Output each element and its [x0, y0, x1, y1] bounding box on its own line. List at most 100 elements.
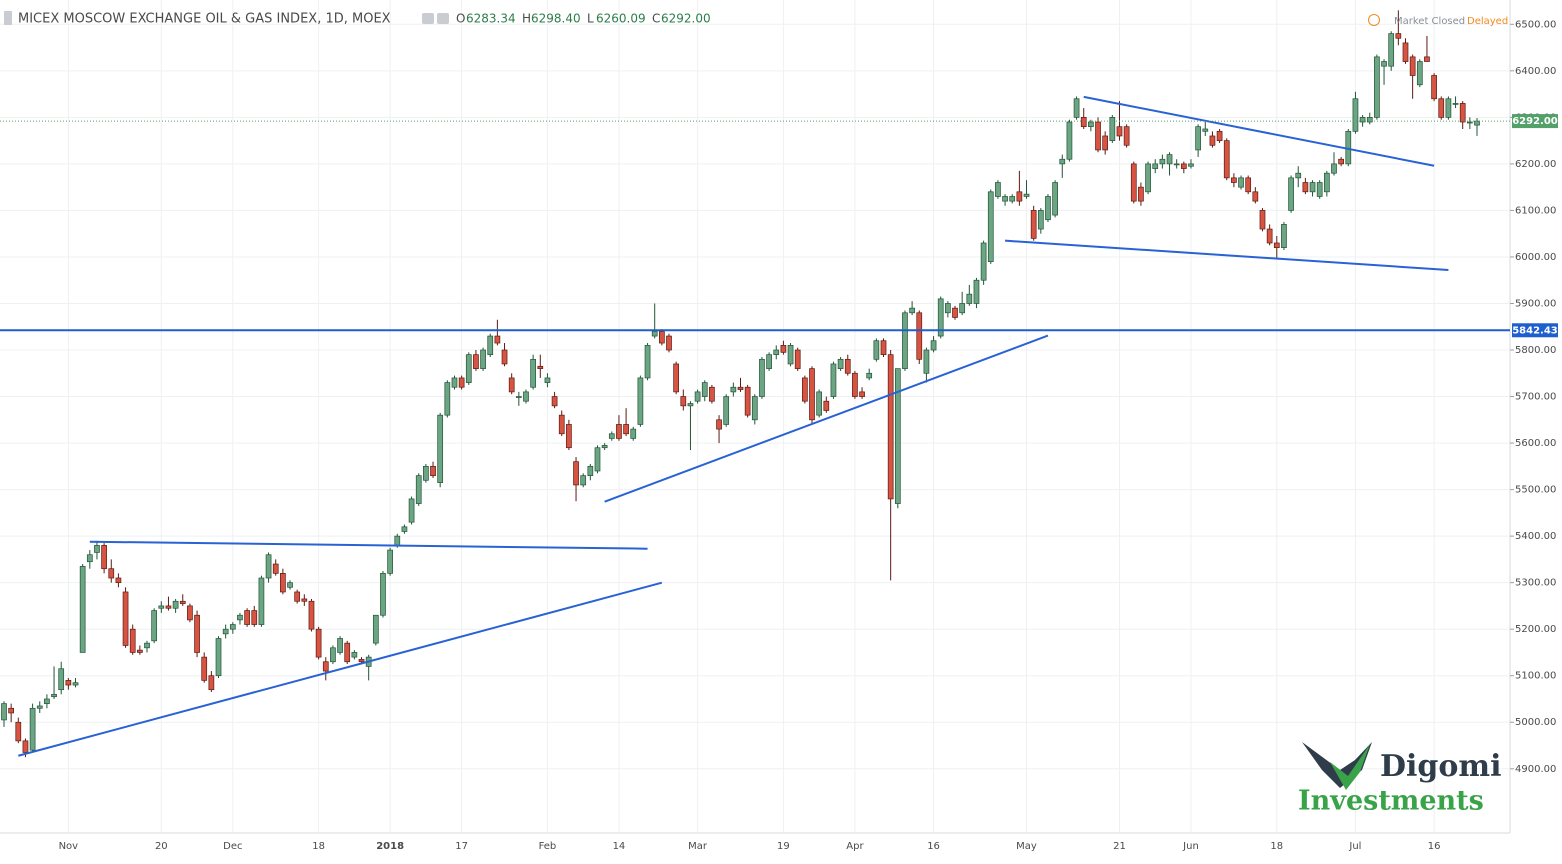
- candle-body: [108, 568, 115, 579]
- candle-body: [773, 349, 780, 356]
- price-level-label: 6292.00: [1512, 116, 1558, 127]
- candle-body: [608, 433, 615, 439]
- logo-text-top: Digomi: [1380, 749, 1502, 784]
- candle-body: [1102, 135, 1109, 151]
- candle-body: [859, 391, 865, 397]
- y-tick-label: 5300.00: [1515, 578, 1556, 589]
- feed-status: Delayed: [1467, 16, 1508, 27]
- candle-body: [79, 566, 86, 653]
- candle-body: [358, 659, 365, 663]
- symbol-icon: [4, 11, 12, 25]
- y-tick-label: 5400.00: [1515, 531, 1556, 542]
- drawings: 5842.43 6292.00: [0, 95, 1558, 757]
- candle-body: [473, 354, 479, 369]
- candle-body: [222, 628, 229, 635]
- candle-body: [823, 400, 830, 411]
- candle-body: [1252, 191, 1259, 202]
- y-tick-label: 5900.00: [1515, 298, 1556, 309]
- eye-icon: [422, 13, 434, 24]
- header: MICEX MOSCOW EXCHANGE OIL & GAS INDEX, 1…: [4, 11, 1508, 27]
- candle-body: [802, 377, 808, 402]
- candle-body: [301, 598, 308, 602]
- candle-body: [1159, 158, 1166, 165]
- candle-body: [894, 368, 901, 504]
- candle-body: [22, 740, 29, 753]
- open-key: O: [456, 12, 465, 26]
- candle-body: [86, 554, 93, 563]
- candle-body: [165, 605, 172, 609]
- candle-body: [566, 424, 572, 449]
- y-tick-label: 6000.00: [1515, 252, 1556, 263]
- candle-body: [1002, 196, 1008, 202]
- candle-body: [723, 396, 730, 425]
- candle-body: [1166, 154, 1173, 165]
- candle-body: [709, 386, 715, 402]
- candle-body: [122, 591, 129, 646]
- candle-body: [451, 377, 458, 388]
- candle-body: [36, 705, 43, 709]
- candle-body: [1209, 135, 1216, 146]
- candle-body: [1359, 117, 1366, 123]
- candle-body: [1431, 75, 1437, 100]
- candle-body: [644, 345, 651, 379]
- candle-body: [737, 386, 744, 390]
- candle-body: [666, 335, 672, 351]
- candle-body: [208, 675, 215, 691]
- candle-body: [344, 642, 351, 663]
- candle-body: [945, 303, 951, 314]
- candle-body: [1016, 191, 1023, 202]
- candle-body: [1, 703, 7, 721]
- price-level-label: 5842.43: [1512, 325, 1558, 336]
- candle-body: [937, 298, 944, 337]
- y-tick-label: 6200.00: [1515, 159, 1556, 170]
- candle-body: [730, 386, 737, 393]
- candle-body: [1273, 242, 1280, 248]
- candle-body: [437, 414, 444, 483]
- candle-body: [44, 698, 50, 704]
- candle-body: [487, 335, 494, 356]
- candle-body: [923, 349, 930, 374]
- candle-body: [601, 445, 608, 449]
- candle-body: [794, 349, 801, 369]
- candle-body: [1109, 117, 1116, 141]
- candle-body: [29, 707, 36, 751]
- candle-body: [873, 340, 880, 360]
- candle-body: [1352, 98, 1359, 132]
- candle-body: [258, 577, 265, 625]
- candle-body: [616, 424, 622, 439]
- candle-body: [1259, 210, 1266, 230]
- high-key: H: [522, 12, 531, 26]
- candle-body: [315, 628, 322, 658]
- candle-body: [244, 610, 250, 625]
- candle-body: [1395, 33, 1402, 39]
- candle-body: [1116, 126, 1123, 137]
- candle-body: [1323, 172, 1330, 193]
- candle-body: [1223, 140, 1230, 179]
- candle-body: [265, 554, 272, 579]
- candle-body: [573, 461, 579, 486]
- candle-body: [1188, 163, 1194, 167]
- low-key: L: [587, 12, 594, 26]
- candle-body: [8, 707, 15, 714]
- candle-body: [1059, 158, 1066, 165]
- x-tick-label: Feb: [539, 841, 557, 852]
- open-value: 6283.34: [466, 12, 516, 26]
- y-tick-label: 6500.00: [1515, 19, 1556, 30]
- candle-body: [594, 447, 601, 472]
- candle-body: [694, 391, 701, 402]
- high-value: 6298.40: [531, 12, 581, 26]
- candle-body: [623, 424, 629, 435]
- candle-body: [1309, 182, 1316, 193]
- candle-body: [1052, 182, 1058, 216]
- candle-body: [544, 377, 551, 383]
- candle-body: [751, 396, 758, 421]
- candle-body: [687, 403, 694, 407]
- candle-body: [201, 656, 208, 681]
- candle-body: [980, 242, 987, 281]
- candle-body: [787, 345, 794, 365]
- candle-body: [1030, 210, 1037, 239]
- x-tick-label: 20: [155, 841, 168, 852]
- y-tick-label: 5200.00: [1515, 624, 1556, 635]
